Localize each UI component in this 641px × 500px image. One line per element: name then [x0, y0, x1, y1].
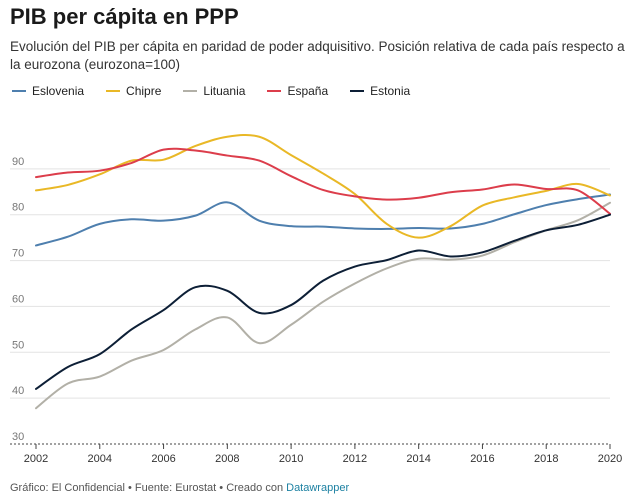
- legend-swatch: [183, 90, 198, 92]
- x-tick-label-2012: 2012: [343, 453, 367, 465]
- series-line-eslovenia: [35, 193, 611, 247]
- x-tick-label-2006: 2006: [151, 453, 175, 465]
- legend: Eslovenia Chipre Lituania España Estonia: [12, 84, 432, 98]
- legend-swatch: [12, 90, 26, 92]
- y-tick-label-60: 60: [12, 293, 24, 305]
- series-line-lituania: [35, 201, 611, 410]
- x-tick-label-2014: 2014: [406, 453, 430, 465]
- x-tick-label-2016: 2016: [470, 453, 494, 465]
- footer-credits: Gráfico: El Confidencial • Fuente: Euros…: [10, 482, 287, 494]
- legend-swatch: [267, 90, 282, 92]
- legend-label: Estonia: [370, 84, 411, 98]
- series-line-estonia: [35, 213, 611, 390]
- legend-label: España: [287, 84, 329, 98]
- legend-item-estonia: Estonia: [350, 84, 410, 98]
- datawrapper-link[interactable]: Datawrapper: [286, 482, 350, 494]
- chart-title: PIB per cápita en PPP: [10, 4, 239, 29]
- y-tick-label-90: 90: [12, 156, 24, 168]
- x-tick-label-2018: 2018: [534, 453, 558, 465]
- y-tick-label-70: 70: [12, 248, 24, 260]
- legend-item-eslovenia: Eslovenia: [12, 84, 84, 98]
- series-line-espana: [35, 147, 611, 215]
- legend-item-espana: España: [267, 84, 328, 98]
- series-line-chipre: [35, 134, 611, 239]
- y-tick-label-50: 50: [12, 339, 24, 351]
- legend-label: Lituania: [203, 84, 246, 98]
- legend-swatch: [106, 90, 121, 92]
- y-tick-label-80: 80: [12, 202, 24, 214]
- x-tick-label-2002: 2002: [24, 453, 48, 465]
- legend-label: Eslovenia: [32, 84, 85, 98]
- x-tick-label-2004: 2004: [88, 453, 112, 465]
- legend-item-lituania: Lituania: [183, 84, 245, 98]
- footer: Gráfico: El Confidencial • Fuente: Euros…: [10, 482, 349, 494]
- chart-subtitle: Evolución del PIB per cápita en paridad …: [10, 39, 625, 72]
- y-tick-label-30: 30: [12, 431, 24, 443]
- y-tick-label-40: 40: [12, 385, 24, 397]
- x-tick-label-2008: 2008: [215, 453, 239, 465]
- legend-label: Chipre: [126, 84, 162, 98]
- x-tick-label-2020: 2020: [598, 453, 622, 465]
- x-tick-label-2010: 2010: [279, 453, 303, 465]
- legend-item-chipre: Chipre: [106, 84, 161, 98]
- legend-swatch: [350, 90, 365, 92]
